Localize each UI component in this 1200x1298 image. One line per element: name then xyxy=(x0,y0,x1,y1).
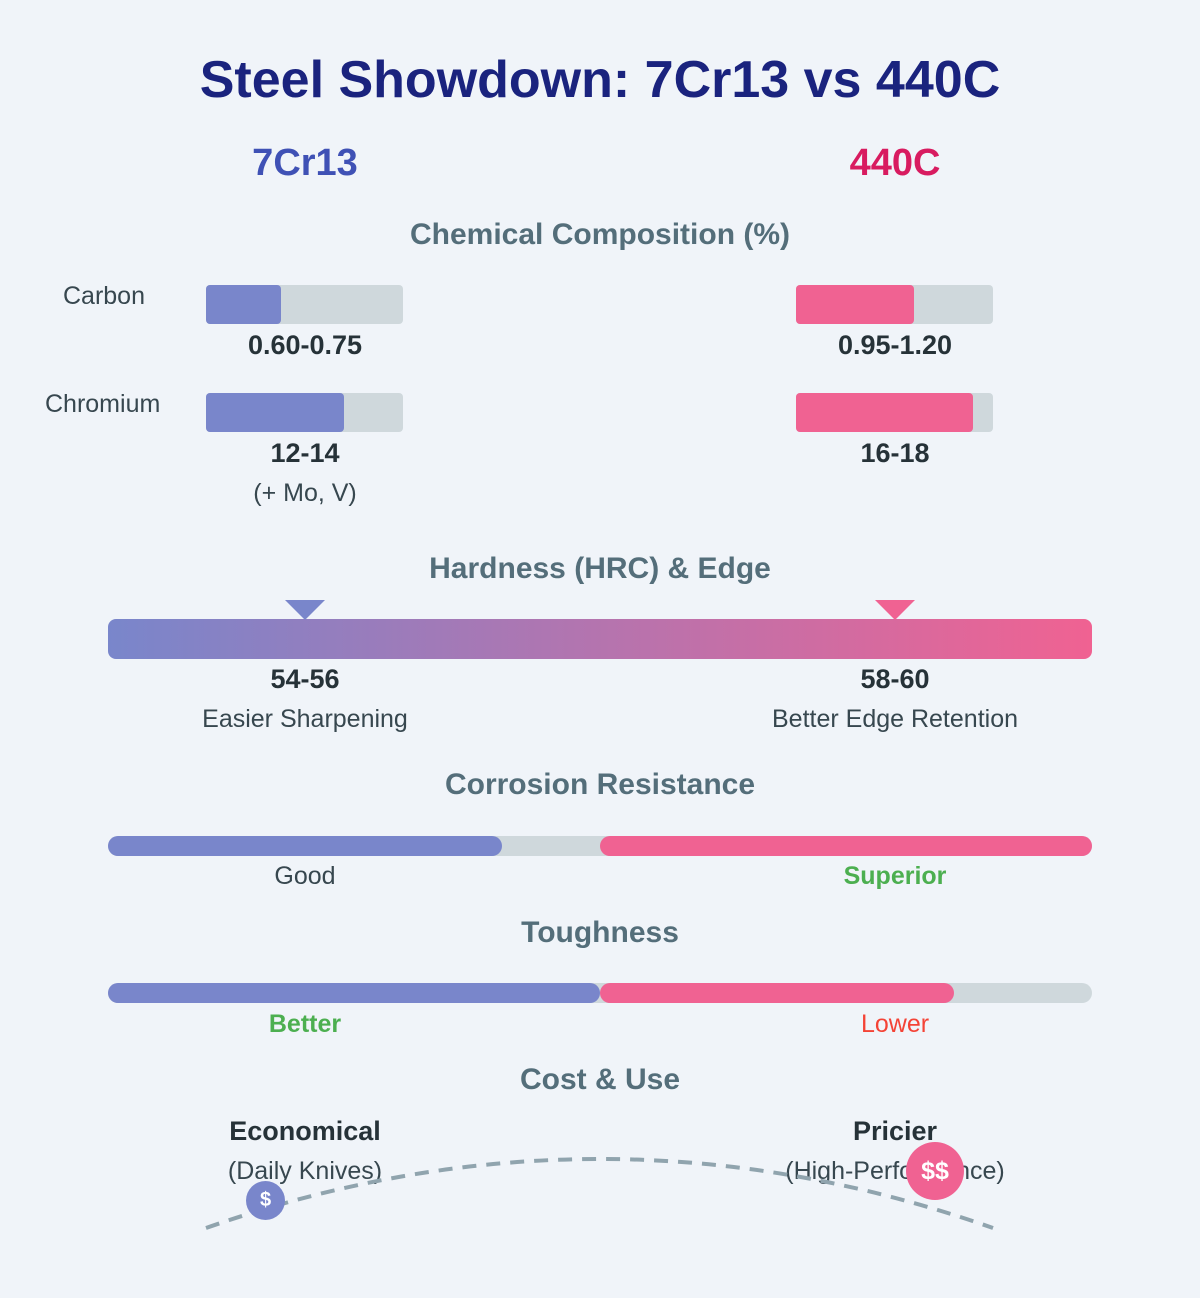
double-dollar-icon: $$ xyxy=(906,1142,964,1200)
cost-a-title: Economical xyxy=(229,1116,381,1146)
cost-heading: Cost & Use xyxy=(519,1063,681,1096)
hardness-b-marker xyxy=(875,600,916,620)
composition-heading: Chemical Composition (%) xyxy=(409,218,791,251)
chromium-b-value: 16-18 xyxy=(860,438,930,468)
corrosion-b-bar xyxy=(600,836,1092,856)
hardness-gradient-bar xyxy=(108,619,1092,659)
chromium-b-bar xyxy=(796,393,974,432)
corrosion-a-label: Good xyxy=(274,862,336,890)
carbon-a-value: 0.60-0.75 xyxy=(247,330,363,360)
toughness-b-label: Lower xyxy=(860,1010,930,1038)
carbon-b-bar xyxy=(796,285,915,324)
corrosion-a-bar xyxy=(108,836,502,856)
hardness-b-value: 58-60 xyxy=(860,664,930,694)
toughness-heading: Toughness xyxy=(521,916,679,949)
cost-a-note: (Daily Knives) xyxy=(227,1157,383,1185)
steel-a-name: 7Cr13 xyxy=(252,142,358,184)
toughness-a-label: Better xyxy=(268,1010,342,1038)
chromium-a-value: 12-14 xyxy=(270,438,340,468)
corrosion-b-label: Superior xyxy=(843,862,947,890)
chromium-label: Chromium xyxy=(45,390,161,418)
chromium-b-track xyxy=(796,393,993,432)
chromium-a-note: (+ Mo, V) xyxy=(253,479,357,507)
chromium-a-track xyxy=(206,393,403,432)
toughness-a-bar xyxy=(108,983,600,1003)
corrosion-heading: Corrosion Resistance xyxy=(444,768,756,801)
carbon-a-track xyxy=(206,285,403,324)
chromium-a-bar xyxy=(206,393,344,432)
carbon-b-value: 0.95-1.20 xyxy=(837,330,953,360)
carbon-label: Carbon xyxy=(63,282,145,310)
hardness-heading: Hardness (HRC) & Edge xyxy=(429,552,771,585)
hardness-a-note: Easier Sharpening xyxy=(202,705,408,733)
page-title: Steel Showdown: 7Cr13 vs 440C xyxy=(199,51,1001,109)
hardness-a-value: 54-56 xyxy=(270,664,340,694)
hardness-b-note: Better Edge Retention xyxy=(772,705,1018,733)
steel-b-name: 440C xyxy=(849,142,941,184)
cost-b-title: Pricier xyxy=(852,1116,938,1146)
cost-curve-path xyxy=(205,1157,994,1230)
dollar-icon: $ xyxy=(246,1181,285,1220)
carbon-a-bar xyxy=(206,285,281,324)
hardness-a-marker xyxy=(284,600,325,620)
carbon-b-track xyxy=(796,285,993,324)
toughness-b-bar xyxy=(600,983,955,1003)
